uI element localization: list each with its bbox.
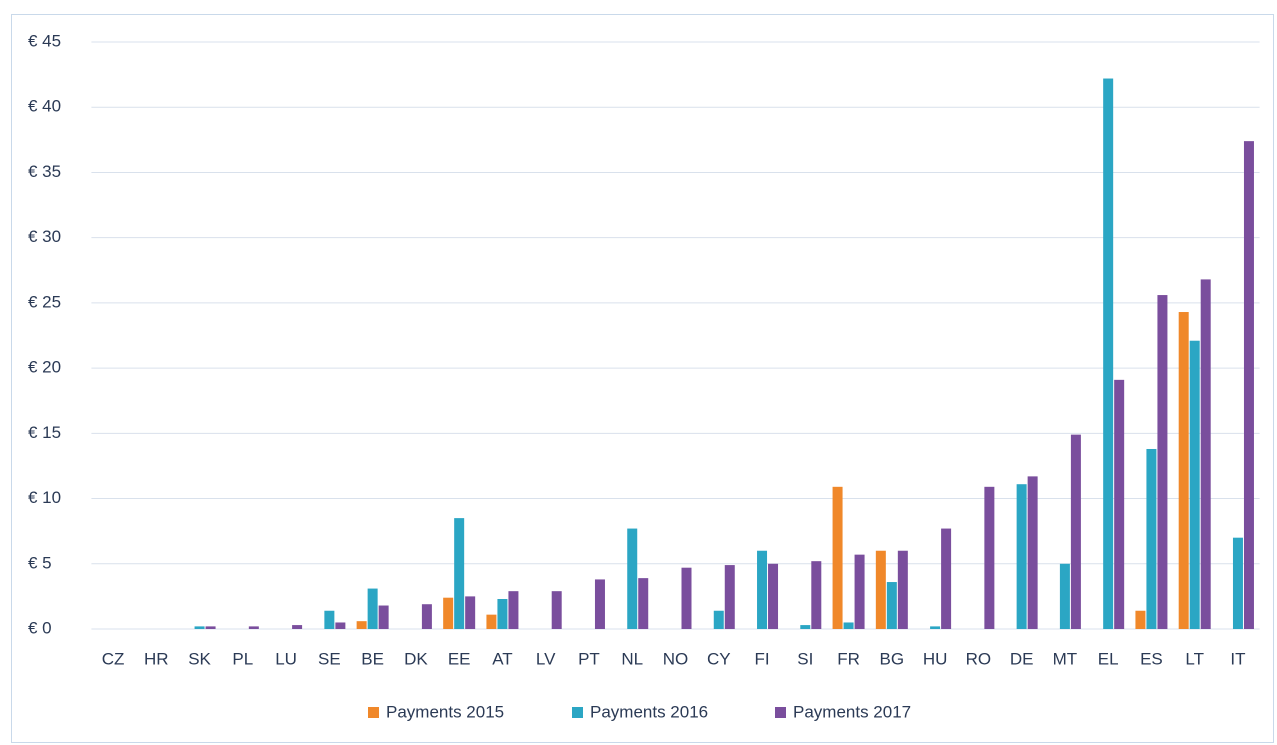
bar: [454, 518, 465, 629]
x-tick-label: LT: [1185, 649, 1204, 668]
x-tick-label: DE: [1010, 649, 1034, 668]
bar: [713, 610, 724, 629]
bar: [627, 528, 638, 629]
y-tick-label: € 10: [28, 488, 61, 507]
bar: [1200, 279, 1211, 629]
bar: [205, 626, 216, 629]
x-tick-label: BG: [880, 649, 905, 668]
x-tick-label: EE: [448, 649, 471, 668]
y-tick-label: € 40: [28, 97, 61, 116]
bar: [897, 550, 908, 629]
bar: [1243, 141, 1254, 630]
bar: [1135, 610, 1146, 629]
bar: [486, 614, 497, 629]
bar: [378, 605, 389, 629]
bar: [1016, 484, 1027, 629]
bar: [875, 550, 886, 629]
bar: [421, 604, 432, 629]
bar: [248, 626, 259, 629]
x-tick-label: CY: [707, 649, 731, 668]
bar: [194, 626, 205, 629]
x-tick-label: EL: [1098, 649, 1119, 668]
bar: [757, 550, 768, 629]
x-tick-label: IT: [1230, 649, 1245, 668]
y-tick-label: € 45: [28, 31, 61, 50]
x-tick-label: PT: [578, 649, 600, 668]
x-tick-label: MT: [1053, 649, 1078, 668]
bar: [1189, 340, 1200, 629]
legend-label: Payments 2017: [793, 702, 911, 721]
x-tick-label: NL: [621, 649, 643, 668]
x-tick-label: FR: [837, 649, 860, 668]
legend-swatch: [775, 707, 786, 718]
bar: [465, 596, 476, 629]
x-tick-label: PL: [232, 649, 253, 668]
x-tick-label: AT: [492, 649, 512, 668]
y-tick-label: € 5: [28, 553, 52, 572]
bar: [984, 486, 995, 629]
bar: [1178, 312, 1189, 629]
x-tick-label: BE: [361, 649, 384, 668]
x-tick-label: SK: [188, 649, 211, 668]
legend-label: Payments 2016: [590, 702, 708, 721]
x-tick-label: LV: [536, 649, 556, 668]
bar: [768, 563, 779, 629]
bar: [292, 625, 303, 629]
y-tick-label: € 25: [28, 292, 61, 311]
bar: [324, 610, 335, 629]
x-tick-label: FI: [754, 649, 769, 668]
bar: [811, 561, 822, 629]
y-tick-label: € 0: [28, 618, 52, 637]
chart-border: [11, 14, 1274, 743]
x-tick-label: SE: [318, 649, 341, 668]
x-tick-label: NO: [663, 649, 689, 668]
bar: [800, 625, 811, 629]
bar: [1232, 537, 1243, 629]
bar: [1157, 295, 1168, 629]
bar: [854, 554, 865, 629]
bar: [1027, 476, 1038, 629]
x-tick-label: SI: [797, 649, 813, 668]
bar: [1070, 434, 1081, 629]
bar: [638, 578, 649, 629]
y-tick-label: € 15: [28, 423, 61, 442]
x-tick-label: LU: [275, 649, 297, 668]
x-tick-label: HU: [923, 649, 948, 668]
y-tick-label: € 30: [28, 227, 61, 246]
x-tick-label: RO: [966, 649, 992, 668]
bar: [886, 582, 897, 629]
bar: [497, 598, 508, 629]
bar: [832, 486, 843, 629]
bar: [1103, 78, 1114, 630]
bar: [1146, 448, 1157, 629]
x-tick-label: HR: [144, 649, 169, 668]
bar: [681, 567, 692, 629]
bar: [594, 579, 605, 629]
x-tick-label: CZ: [102, 649, 125, 668]
bar: [941, 528, 952, 629]
bar: [1114, 379, 1125, 629]
bar: [930, 626, 941, 629]
legend-swatch: [572, 707, 583, 718]
x-tick-label: ES: [1140, 649, 1163, 668]
bar: [551, 591, 562, 629]
bar: [1059, 563, 1070, 629]
bar: [335, 622, 346, 629]
bar: [356, 621, 367, 629]
legend-swatch: [368, 707, 379, 718]
y-tick-label: € 20: [28, 358, 61, 377]
bar: [367, 588, 378, 629]
bar: [724, 565, 735, 629]
bar: [508, 591, 519, 629]
bar: [843, 622, 854, 629]
y-tick-label: € 35: [28, 162, 61, 181]
bar: [443, 597, 454, 629]
legend-label: Payments 2015: [386, 702, 504, 721]
x-tick-label: DK: [404, 649, 428, 668]
